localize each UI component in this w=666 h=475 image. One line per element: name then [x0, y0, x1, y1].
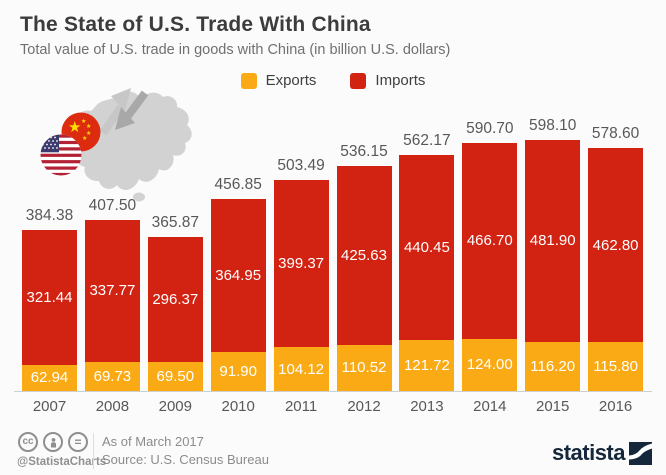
svg-text:★: ★ — [82, 135, 87, 142]
x-axis-label-2012: 2012 — [347, 398, 381, 415]
bar-segment-imports-2011: 399.37 — [273, 179, 329, 348]
bar-segment-exports-2009: 69.50 — [147, 361, 203, 391]
equals-icon: = — [68, 432, 88, 452]
x-axis-label-2008: 2008 — [95, 398, 130, 415]
page-title: The State of U.S. Trade With China — [20, 13, 371, 36]
source-credit: Source: U.S. Census Bureau — [102, 452, 269, 467]
bar-segment-imports-2010: 364.95 — [210, 199, 266, 353]
x-axis-label-2013: 2013 — [410, 398, 444, 415]
imports-value-label: 399.37 — [278, 254, 325, 272]
china-trade-graphic: ★ ★ ★ ★ ★ — [40, 88, 192, 202]
bar-segment-imports-2014: 466.70 — [462, 142, 518, 339]
bar-total-label-2014: 590.70 — [466, 119, 514, 137]
imports-value-label: 364.95 — [215, 267, 262, 285]
exports-value-label: 116.20 — [530, 358, 576, 376]
page-subtitle: Total value of U.S. trade in goods with … — [20, 42, 451, 58]
legend-item-exports: Exports — [240, 72, 317, 89]
china-map-icon — [70, 91, 192, 202]
bar-total-label-2009: 365.87 — [151, 214, 199, 232]
svg-text:★: ★ — [86, 130, 91, 137]
x-axis-label-2007: 2007 — [32, 398, 67, 415]
x-axis-label-2011: 2011 — [284, 398, 318, 415]
bar-total-label-2013: 562.17 — [403, 131, 451, 149]
exports-value-label: 110.52 — [341, 359, 387, 377]
bar-segment-exports-2008: 69.73 — [84, 361, 140, 391]
svg-text:★: ★ — [68, 119, 81, 136]
imports-value-label: 296.37 — [152, 291, 199, 309]
bar-segment-exports-2007: 62.94 — [22, 364, 77, 391]
x-axis-label-2014: 2014 — [473, 398, 507, 415]
exports-value-label: 69.73 — [93, 367, 132, 385]
bar-total-label-2010: 456.85 — [214, 176, 262, 194]
statista-logo-mark — [629, 441, 652, 465]
legend-label: Exports — [265, 72, 317, 89]
legend-item-imports: Imports — [350, 72, 425, 89]
legend-swatch-exports — [240, 72, 257, 89]
chart-legend: Exports Imports — [0, 72, 666, 89]
imports-value-label: 481.90 — [529, 232, 576, 250]
svg-text:★: ★ — [81, 118, 86, 125]
x-axis-label-2010: 2010 — [221, 398, 255, 415]
exports-value-label: 121.72 — [403, 356, 450, 374]
bar-segment-imports-2013: 440.45 — [399, 154, 455, 340]
imports-value-label: 337.77 — [89, 282, 136, 300]
bar-segment-imports-2008: 337.77 — [84, 219, 140, 362]
imports-value-label: 462.80 — [592, 236, 639, 254]
x-axis-label-2016: 2016 — [598, 398, 633, 415]
imports-value-label: 440.45 — [403, 238, 450, 256]
trade-arrows-icon — [99, 88, 149, 136]
bar-segment-exports-2013: 121.72 — [399, 339, 455, 391]
exports-value-label: 69.50 — [156, 367, 195, 385]
exports-value-label: 115.80 — [593, 358, 638, 376]
license-icons: cc = — [18, 432, 88, 452]
legend-swatch-imports — [350, 72, 367, 89]
exports-value-label: 62.94 — [30, 369, 69, 387]
bar-segment-exports-2010: 91.90 — [210, 352, 266, 391]
legend-label: Imports — [375, 72, 426, 89]
imports-value-label: 321.44 — [26, 288, 73, 306]
x-axis-label-2015: 2015 — [536, 398, 570, 415]
statista-handle: @StatistaCharts — [17, 456, 107, 468]
as-of-date: As of March 2017 — [102, 434, 204, 449]
bar-segment-imports-2009: 296.37 — [147, 237, 203, 362]
exports-value-label: 91.90 — [219, 363, 257, 381]
bar-total-label-2012: 536.15 — [340, 142, 388, 160]
cc-icon: cc — [18, 432, 38, 452]
bar-total-label-2015: 598.10 — [528, 116, 577, 134]
statista-logo: statista — [552, 440, 652, 466]
exports-value-label: 104.12 — [278, 360, 325, 378]
bar-segment-imports-2012: 425.63 — [336, 165, 392, 345]
bar-segment-exports-2011: 104.12 — [273, 347, 329, 391]
bar-segment-imports-2007: 321.44 — [22, 229, 77, 365]
bar-total-label-2008: 407.50 — [88, 196, 137, 214]
imports-value-label: 466.70 — [466, 232, 513, 250]
bar-segment-exports-2015: 116.20 — [525, 342, 581, 391]
x-axis-label-2009: 2009 — [158, 398, 192, 415]
bar-segment-imports-2016: 462.80 — [588, 147, 644, 343]
attribution-icon — [43, 432, 63, 452]
bar-segment-exports-2014: 124.00 — [462, 338, 518, 391]
bar-segment-exports-2012: 110.52 — [336, 344, 392, 391]
bar-total-label-2011: 503.49 — [277, 156, 325, 174]
svg-text:★: ★ — [86, 123, 91, 130]
bar-total-label-2007: 384.38 — [25, 206, 74, 224]
bar-segment-exports-2016: 115.80 — [588, 342, 644, 391]
exports-value-label: 124.00 — [466, 356, 513, 374]
bar-total-label-2016: 578.60 — [591, 124, 640, 142]
us-flag-icon — [40, 134, 82, 176]
x-axis-line — [14, 391, 652, 392]
imports-value-label: 425.63 — [341, 246, 387, 264]
footer-divider — [93, 433, 94, 469]
bar-segment-imports-2015: 481.90 — [525, 139, 581, 343]
statista-logo-text: statista — [551, 440, 626, 465]
